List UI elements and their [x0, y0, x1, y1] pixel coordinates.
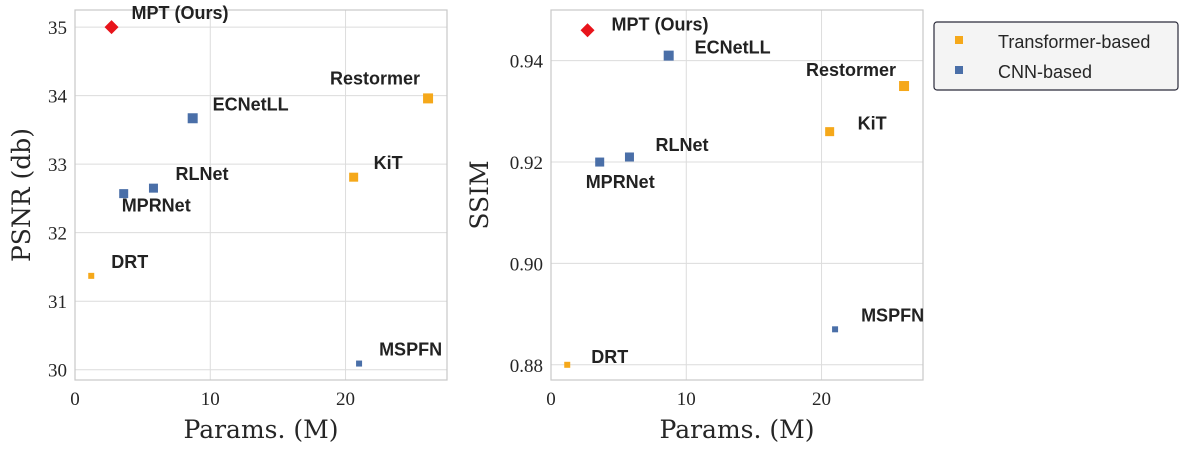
ssim-data-points: MPT (Ours) ECNetLL Restormer KiT RLNetMPRNet… [564, 14, 924, 368]
psnr-y-tick-label: 33 [48, 155, 67, 176]
psnr-x-tick-label: 0 [70, 389, 80, 410]
ssim-y-tick-label: 0.88 [510, 356, 543, 377]
psnr-x-tick-label: 10 [201, 389, 220, 410]
psnr-point-kit [349, 172, 359, 182]
psnr-y-tick-label: 34 [48, 87, 68, 108]
ssim-label-ecnetll: ECNetLL [695, 38, 771, 58]
psnr-label-mpt-ours: MPT (Ours) [132, 3, 229, 23]
psnr-label-restormer: Restormer [330, 68, 420, 88]
legend-label-transformer: Transformer-based [998, 32, 1150, 52]
legend-box [933, 21, 1179, 91]
ssim-point-restormer [899, 81, 910, 92]
psnr-point-rlnet [148, 183, 158, 193]
ssim-panel: 0 10 20 0.88 0.90 0.92 0.94 MPT (Ours) ECNetLL R… [465, 9, 924, 444]
psnr-label-kit: KiT [374, 153, 403, 173]
psnr-x-tick-label: 20 [336, 389, 355, 410]
psnr-y-axis-title: PSNR (db) [7, 128, 36, 262]
ssim-y-axis-title: SSIM [465, 160, 494, 229]
ssim-point-ecnetll [663, 50, 674, 61]
ssim-x-tick-label: 20 [812, 389, 831, 410]
psnr-point-mprnet [119, 189, 129, 199]
ssim-x-tick-label: 0 [546, 389, 556, 410]
ssim-label-rlnet: RLNet [655, 135, 708, 155]
ssim-label-mspfn: MSPFN [861, 305, 924, 325]
psnr-label-drt: DRT [111, 252, 148, 272]
psnr-point-mpt-ours [104, 20, 119, 35]
ssim-label-mpt-ours: MPT (Ours) [612, 14, 709, 34]
legend: Transformer-based CNN-based [933, 21, 1179, 91]
ssim-point-mpt-ours [580, 23, 595, 38]
psnr-tick-labels: 0 10 20 30 31 32 33 34 35 [48, 18, 355, 410]
ssim-label-mprnet: MPRNet [586, 172, 655, 192]
ssim-y-tick-label: 0.94 [510, 52, 544, 73]
ssim-point-mspfn [832, 326, 839, 333]
psnr-label-rlnet: RLNet [175, 164, 228, 184]
legend-swatch-cnn [955, 66, 963, 74]
ssim-label-drt: DRT [591, 347, 628, 367]
ssim-y-tick-label: 0.92 [510, 153, 543, 174]
psnr-label-ecnetll: ECNetLL [213, 94, 289, 114]
legend-swatch-transformer [955, 36, 963, 44]
ssim-plot-frame [550, 9, 924, 381]
ssim-tick-labels: 0 10 20 0.88 0.90 0.92 0.94 [510, 52, 831, 410]
psnr-panel: 0 10 20 30 31 32 33 34 35 MPT (Ours) Restormer ECN… [7, 3, 448, 444]
psnr-gridlines [74, 10, 447, 380]
psnr-point-restormer [423, 93, 434, 104]
ssim-x-tick-label: 10 [677, 389, 696, 410]
ssim-label-kit: KiT [858, 114, 887, 134]
ssim-point-mprnet [595, 157, 605, 167]
psnr-data-points: MPT (Ours) Restormer ECNetLL KiT RLNet MPRNet… [88, 3, 442, 367]
psnr-y-tick-label: 35 [48, 18, 67, 39]
ssim-label-restormer: Restormer [806, 60, 896, 80]
ssim-point-drt [564, 361, 571, 368]
psnr-y-tick-label: 31 [48, 292, 67, 313]
psnr-plot-frame [74, 9, 448, 381]
psnr-label-mprnet: MPRNet [122, 196, 191, 216]
ssim-y-tick-label: 0.90 [510, 254, 543, 275]
legend-label-cnn: CNN-based [998, 62, 1092, 82]
psnr-point-ecnetll [187, 113, 198, 124]
psnr-point-drt [88, 272, 95, 279]
psnr-point-mspfn [356, 360, 363, 367]
ssim-point-rlnet [624, 152, 634, 162]
psnr-label-mspfn: MSPFN [379, 340, 442, 360]
psnr-y-tick-label: 30 [48, 361, 67, 382]
psnr-x-axis-title: Params. (M) [184, 415, 339, 444]
psnr-y-tick-label: 32 [48, 224, 67, 245]
ssim-x-axis-title: Params. (M) [660, 415, 815, 444]
ssim-point-kit [825, 127, 835, 137]
